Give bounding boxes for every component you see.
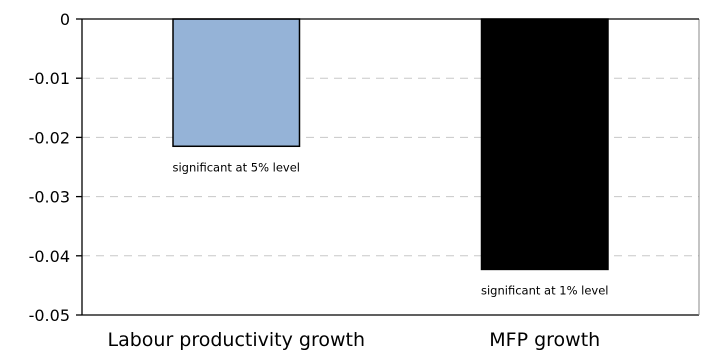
bar-1 — [172, 18, 301, 148]
category-label-2: MFP growth — [489, 329, 600, 351]
y-tick-label-2: -0.02 — [29, 128, 70, 147]
y-tick-label-1: -0.01 — [29, 69, 70, 88]
y-axis-ticks: 0 -0.01 -0.02 -0.03 -0.04 -0.05 — [29, 10, 82, 325]
category-label-1: Labour productivity growth — [107, 329, 365, 351]
annotation-1: significant at 5% level — [173, 160, 301, 174]
bar-annotations: significant at 5% level significant at 1%… — [173, 160, 609, 297]
plot-frame — [81, 18, 700, 316]
y-tick-label-0: 0 — [60, 10, 70, 29]
x-axis-categories: Labour productivity growth MFP growth — [107, 329, 600, 351]
bars — [172, 18, 609, 271]
annotation-2: significant at 1% level — [481, 283, 609, 297]
bar-2 — [480, 18, 609, 271]
y-tick-label-4: -0.04 — [29, 247, 70, 266]
y-tick-label-5: -0.05 — [29, 306, 70, 325]
y-tick-label-3: -0.03 — [29, 188, 70, 207]
